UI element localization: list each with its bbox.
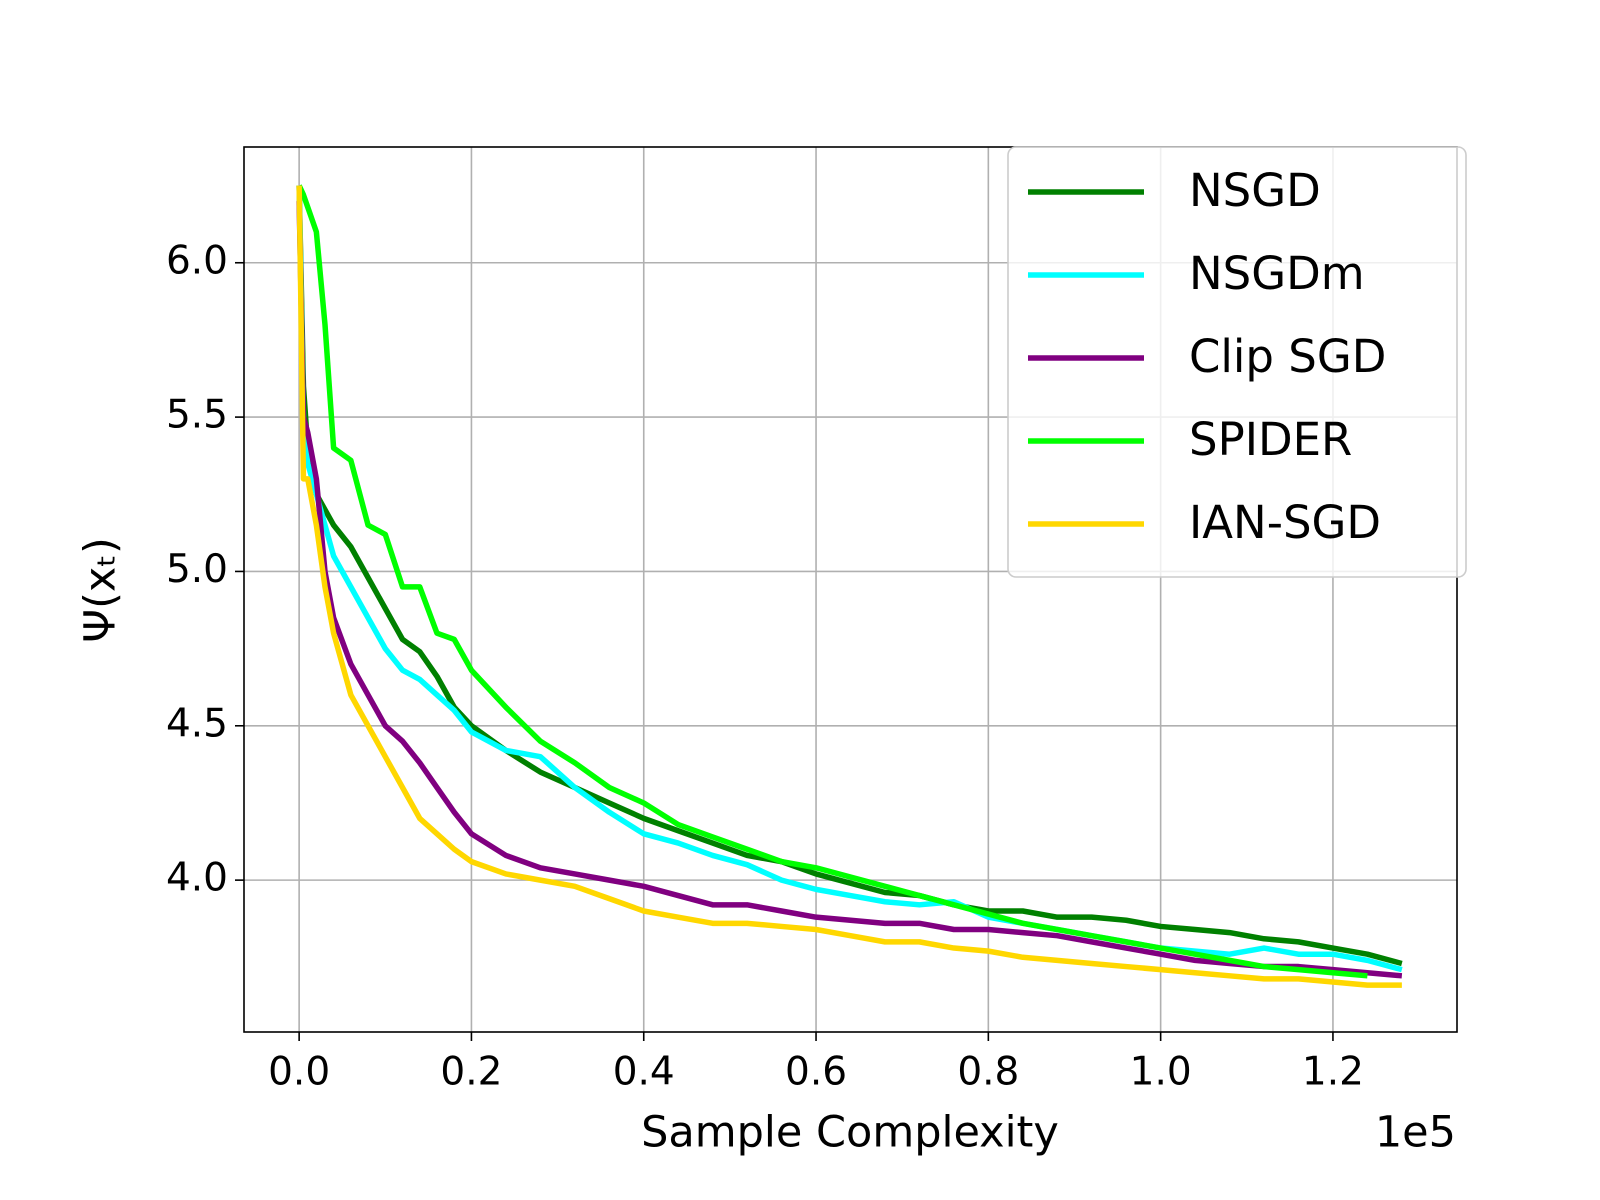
legend-label: Clip SGD bbox=[1189, 330, 1386, 383]
x-tick-label: 1.0 bbox=[1130, 1050, 1192, 1095]
legend-label: NSGD bbox=[1189, 164, 1321, 217]
x-axis-label: Sample Complexity bbox=[641, 1108, 1059, 1158]
series-line bbox=[296, 185, 1403, 967]
plot-frame bbox=[243, 146, 1458, 1033]
legend: NSGD NSGDm Clip SGD SPIDER IAN-SGD bbox=[1007, 146, 1467, 578]
series-line bbox=[296, 184, 1368, 979]
series-line bbox=[296, 200, 1403, 979]
legend-label: IAN-SGD bbox=[1189, 496, 1381, 549]
x-offset-label: 1e5 bbox=[1375, 1108, 1456, 1158]
y-tick-label: 4.0 bbox=[166, 856, 228, 901]
y-tick-label: 4.5 bbox=[166, 701, 228, 746]
legend-box bbox=[1007, 146, 1467, 578]
x-tick-label: 0.4 bbox=[613, 1050, 675, 1095]
y-tick-label: 5.5 bbox=[166, 393, 228, 438]
x-tick-label: 1.2 bbox=[1302, 1050, 1364, 1095]
legend-label: SPIDER bbox=[1189, 413, 1352, 466]
series-line bbox=[296, 185, 1402, 988]
x-tick-label: 0.0 bbox=[268, 1050, 330, 1095]
x-tick-label: 0.2 bbox=[440, 1050, 502, 1095]
y-axis-label: Ψ(xₜ) bbox=[76, 537, 126, 643]
x-tick-label: 0.6 bbox=[785, 1050, 847, 1095]
legend-label: NSGDm bbox=[1189, 247, 1365, 300]
y-tick-label: 6.0 bbox=[166, 238, 228, 283]
x-tick-label: 0.8 bbox=[957, 1050, 1019, 1095]
y-tick-label: 5.0 bbox=[166, 547, 228, 592]
